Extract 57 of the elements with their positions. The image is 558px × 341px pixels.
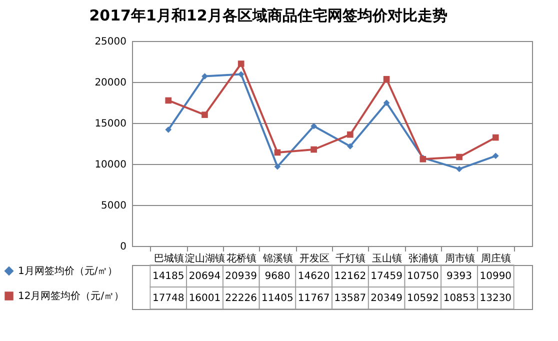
data-label: 13230 bbox=[480, 293, 512, 304]
x-tick-label: 巴城镇 bbox=[154, 252, 184, 264]
point bbox=[202, 112, 208, 118]
data-label: 10750 bbox=[407, 271, 439, 282]
legend-label: 1月网签均价（元/㎡） bbox=[18, 265, 118, 277]
data-label: 11767 bbox=[298, 293, 330, 304]
point bbox=[310, 146, 317, 153]
point bbox=[347, 143, 354, 150]
data-label: 14185 bbox=[152, 271, 184, 282]
data-label: 10853 bbox=[443, 293, 476, 304]
point bbox=[238, 60, 244, 67]
point bbox=[165, 97, 172, 104]
x-tick-label: 千灯镇 bbox=[336, 252, 366, 264]
point bbox=[202, 73, 208, 80]
y-tick-label: 0 bbox=[120, 242, 126, 252]
y-tick-label: 10000 bbox=[94, 160, 126, 170]
data-label: 20694 bbox=[188, 271, 221, 282]
x-tick-label: 锦溪镇 bbox=[262, 252, 293, 264]
data-label: 22226 bbox=[225, 293, 257, 304]
y-tick-label: 20000 bbox=[94, 78, 126, 88]
x-tick-label: 淀山湖镇 bbox=[185, 252, 226, 264]
y-tick-label: 15000 bbox=[94, 118, 126, 130]
data-label: 17459 bbox=[370, 271, 402, 282]
x-tick-label: 张浦镇 bbox=[408, 252, 438, 264]
data-label: 9680 bbox=[264, 271, 290, 282]
point bbox=[456, 166, 462, 172]
data-label: 10592 bbox=[407, 293, 439, 304]
point bbox=[165, 126, 172, 133]
point bbox=[383, 100, 390, 106]
data-label: 14620 bbox=[298, 271, 330, 282]
data-label: 9393 bbox=[446, 271, 472, 282]
data-label: 16001 bbox=[188, 293, 221, 304]
chart-title: 2017年1月和12月各区域商品住宅网签均价对比走势 bbox=[89, 6, 448, 24]
x-tick-label: 周庄镇 bbox=[481, 252, 512, 264]
y-tick-label: 5000 bbox=[101, 200, 126, 212]
data-label: 17748 bbox=[152, 293, 184, 304]
point bbox=[347, 131, 354, 138]
data-label: 13587 bbox=[334, 293, 366, 304]
x-tick-label: 玉山镇 bbox=[372, 252, 402, 264]
data-label: 11405 bbox=[262, 293, 294, 304]
x-tick-label: 花桥镇 bbox=[226, 252, 257, 264]
data-label: 20349 bbox=[370, 293, 402, 304]
point bbox=[456, 154, 462, 160]
point bbox=[274, 163, 281, 170]
x-tick-label: 周市镇 bbox=[444, 252, 475, 264]
point bbox=[274, 149, 281, 156]
point bbox=[492, 152, 499, 160]
data-label: 12162 bbox=[334, 271, 366, 282]
point bbox=[310, 122, 317, 130]
y-tick-label: 25000 bbox=[94, 36, 126, 48]
data-label: 10990 bbox=[480, 271, 512, 282]
legend-label: 12月网签均价（元/㎡） bbox=[18, 290, 124, 302]
point bbox=[383, 76, 390, 82]
point bbox=[238, 71, 244, 78]
data-label: 20939 bbox=[225, 271, 257, 282]
point bbox=[492, 134, 499, 141]
x-tick-label: 开发区 bbox=[299, 254, 330, 264]
